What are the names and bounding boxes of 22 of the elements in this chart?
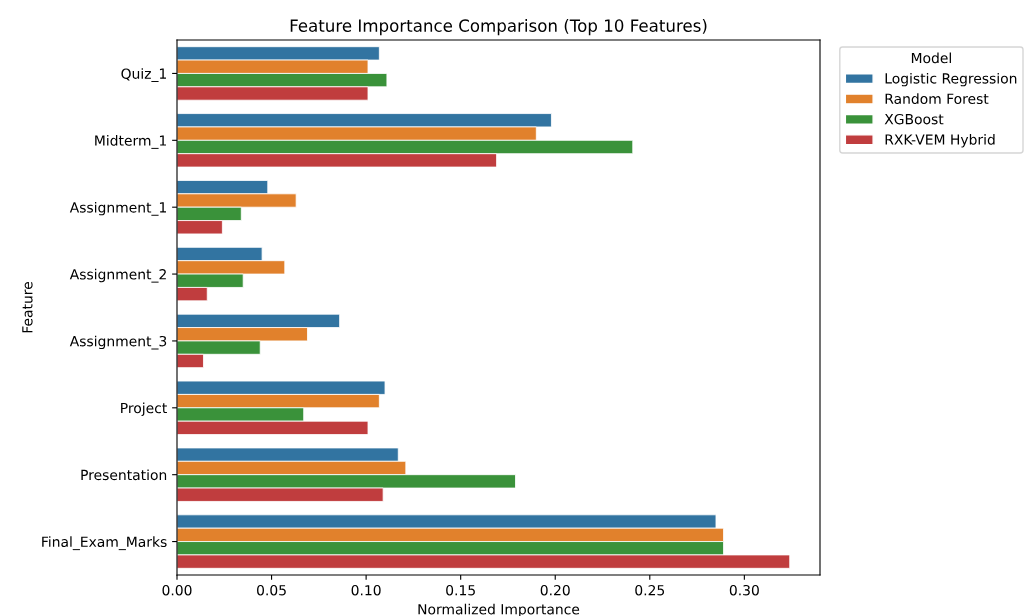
x-tick-label: 0.00: [162, 584, 192, 596]
x-tick-label: 0.10: [351, 584, 381, 596]
x-tick-label: 0.30: [729, 584, 759, 596]
y-tick-label: Midterm_1: [95, 135, 166, 149]
y-tick-label: Assignment_2: [69, 268, 166, 283]
y-axis-title: Feature: [22, 282, 33, 333]
x-tick-label: 0.05: [257, 584, 286, 596]
legend-label: Logistic Regression: [885, 72, 1017, 87]
x-tick-label: 0.20: [540, 584, 570, 596]
x-tick-label: 0.25: [635, 584, 665, 596]
legend-label: Random Forest: [885, 93, 989, 105]
y-tick-label: Assignment_1: [69, 201, 166, 216]
legend-label: RXK-VEM Hybrid: [885, 134, 995, 148]
legend-title: Model: [911, 52, 951, 64]
y-tick-label: Presentation: [81, 469, 167, 481]
x-tick-label: 0.15: [446, 584, 475, 596]
y-tick-label: Final_Exam_Marks: [42, 536, 167, 551]
chart-title: Feature Importance Comparison (Top 10 Features): [290, 19, 707, 36]
legend-label: XGBoost: [884, 113, 944, 125]
y-tick-label: Project: [121, 402, 167, 416]
y-tick-label: Assignment_3: [69, 335, 167, 350]
y-tick-label: Quiz_1: [121, 68, 166, 82]
